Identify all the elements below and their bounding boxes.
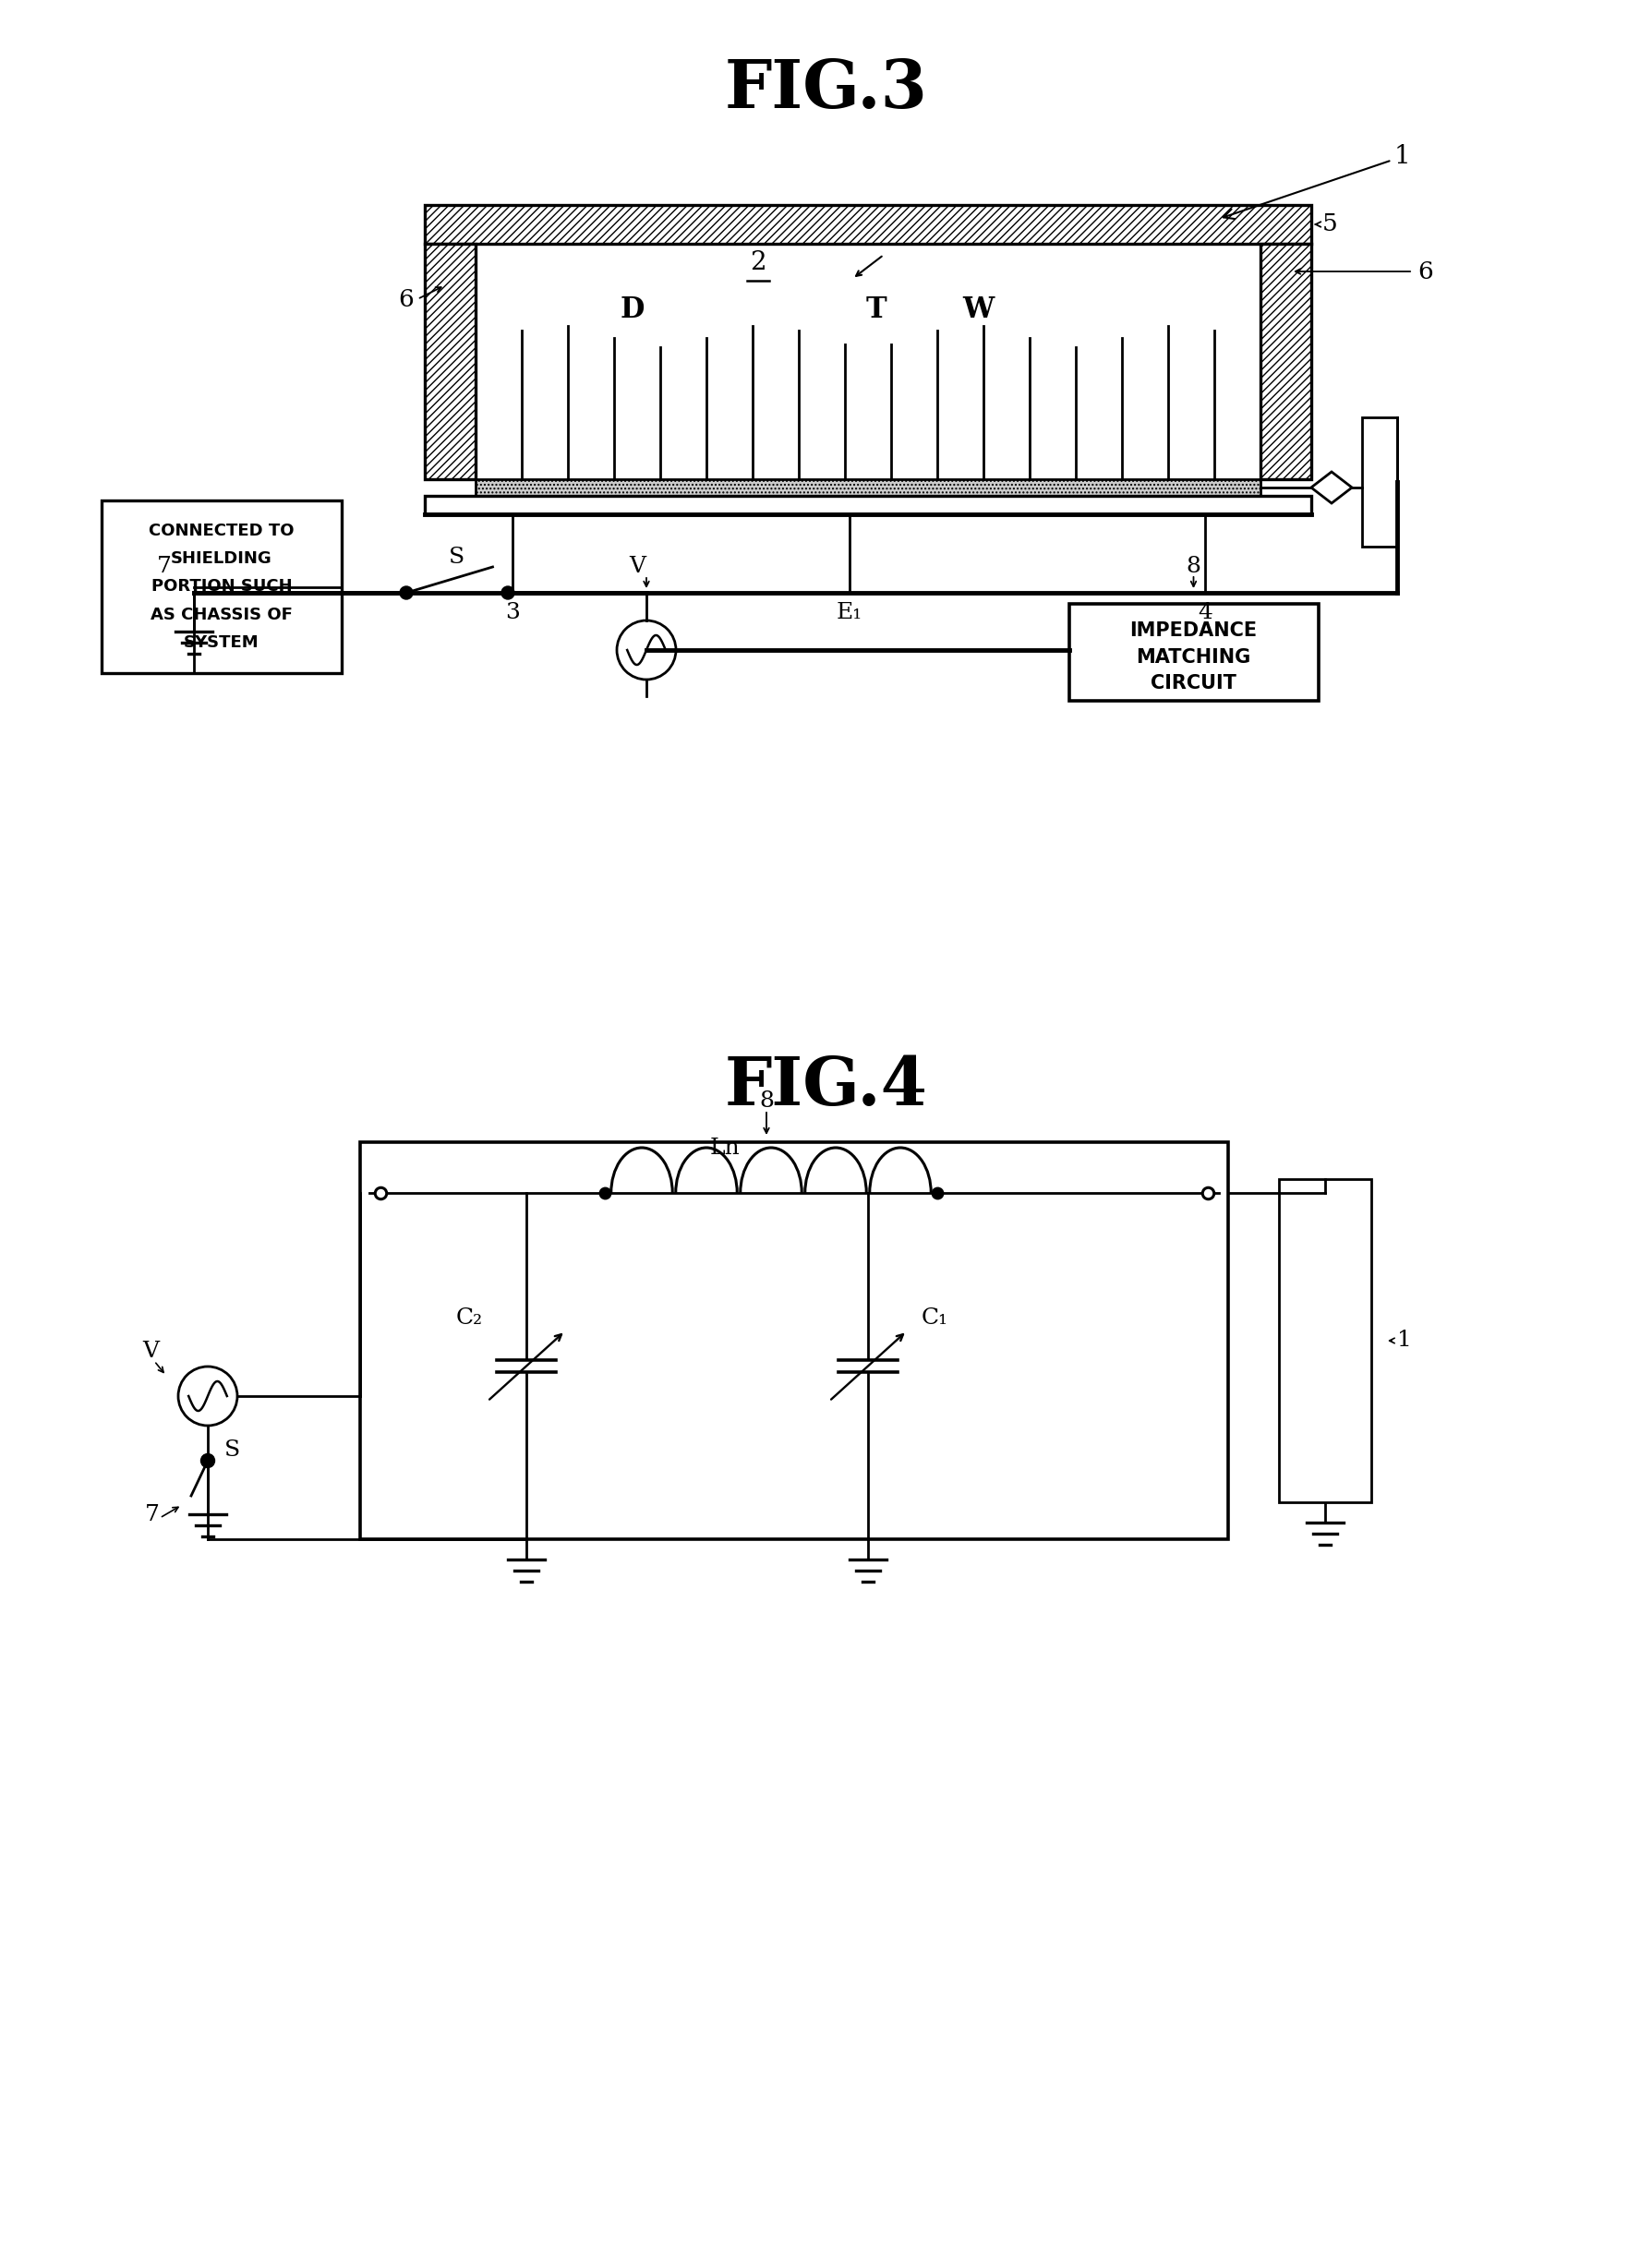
- Bar: [476, 480, 1260, 496]
- Text: W: W: [961, 297, 993, 324]
- Text: C₁: C₁: [920, 1309, 947, 1329]
- Text: 2: 2: [750, 251, 767, 276]
- Text: C₂: C₂: [456, 1309, 482, 1329]
- Text: 1: 1: [1222, 145, 1409, 220]
- Text: 7: 7: [145, 1503, 160, 1526]
- Bar: [360, 1141, 1227, 1540]
- Bar: [1361, 417, 1396, 546]
- Bar: [425, 206, 1310, 245]
- Text: 6: 6: [1417, 260, 1432, 283]
- Bar: [425, 496, 1310, 514]
- Text: MATCHING: MATCHING: [1135, 648, 1251, 666]
- Circle shape: [202, 1453, 215, 1467]
- Bar: [1069, 604, 1317, 702]
- Text: 7: 7: [157, 557, 172, 577]
- Text: PORTION SUCH: PORTION SUCH: [150, 580, 292, 595]
- Text: SHIELDING: SHIELDING: [170, 550, 273, 568]
- Text: 8: 8: [1186, 557, 1201, 577]
- Text: 1: 1: [1396, 1329, 1411, 1352]
- Bar: [101, 500, 342, 672]
- Bar: [425, 245, 476, 480]
- Text: Ln: Ln: [709, 1137, 740, 1159]
- Text: 6: 6: [398, 288, 413, 310]
- Text: V: V: [142, 1340, 159, 1363]
- Text: AS CHASSIS OF: AS CHASSIS OF: [150, 607, 292, 623]
- Bar: [1260, 245, 1310, 480]
- Circle shape: [400, 586, 413, 600]
- Text: 8: 8: [758, 1091, 773, 1112]
- Text: V: V: [628, 557, 646, 577]
- Bar: [1279, 1180, 1371, 1503]
- Text: S: S: [225, 1440, 240, 1460]
- Text: CIRCUIT: CIRCUIT: [1150, 675, 1236, 693]
- Text: T: T: [866, 297, 885, 324]
- Text: FIG.4: FIG.4: [725, 1055, 927, 1118]
- Text: 4: 4: [1198, 602, 1211, 623]
- Circle shape: [501, 586, 514, 600]
- Text: SYSTEM: SYSTEM: [183, 634, 259, 650]
- Text: E₁: E₁: [836, 602, 862, 623]
- Text: 3: 3: [506, 602, 519, 623]
- Text: 5: 5: [1322, 213, 1336, 235]
- Text: CONNECTED TO: CONNECTED TO: [149, 523, 294, 539]
- Text: IMPEDANCE: IMPEDANCE: [1128, 623, 1257, 641]
- Text: FIG.3: FIG.3: [725, 57, 927, 122]
- Text: D: D: [620, 297, 644, 324]
- Text: S: S: [449, 546, 464, 568]
